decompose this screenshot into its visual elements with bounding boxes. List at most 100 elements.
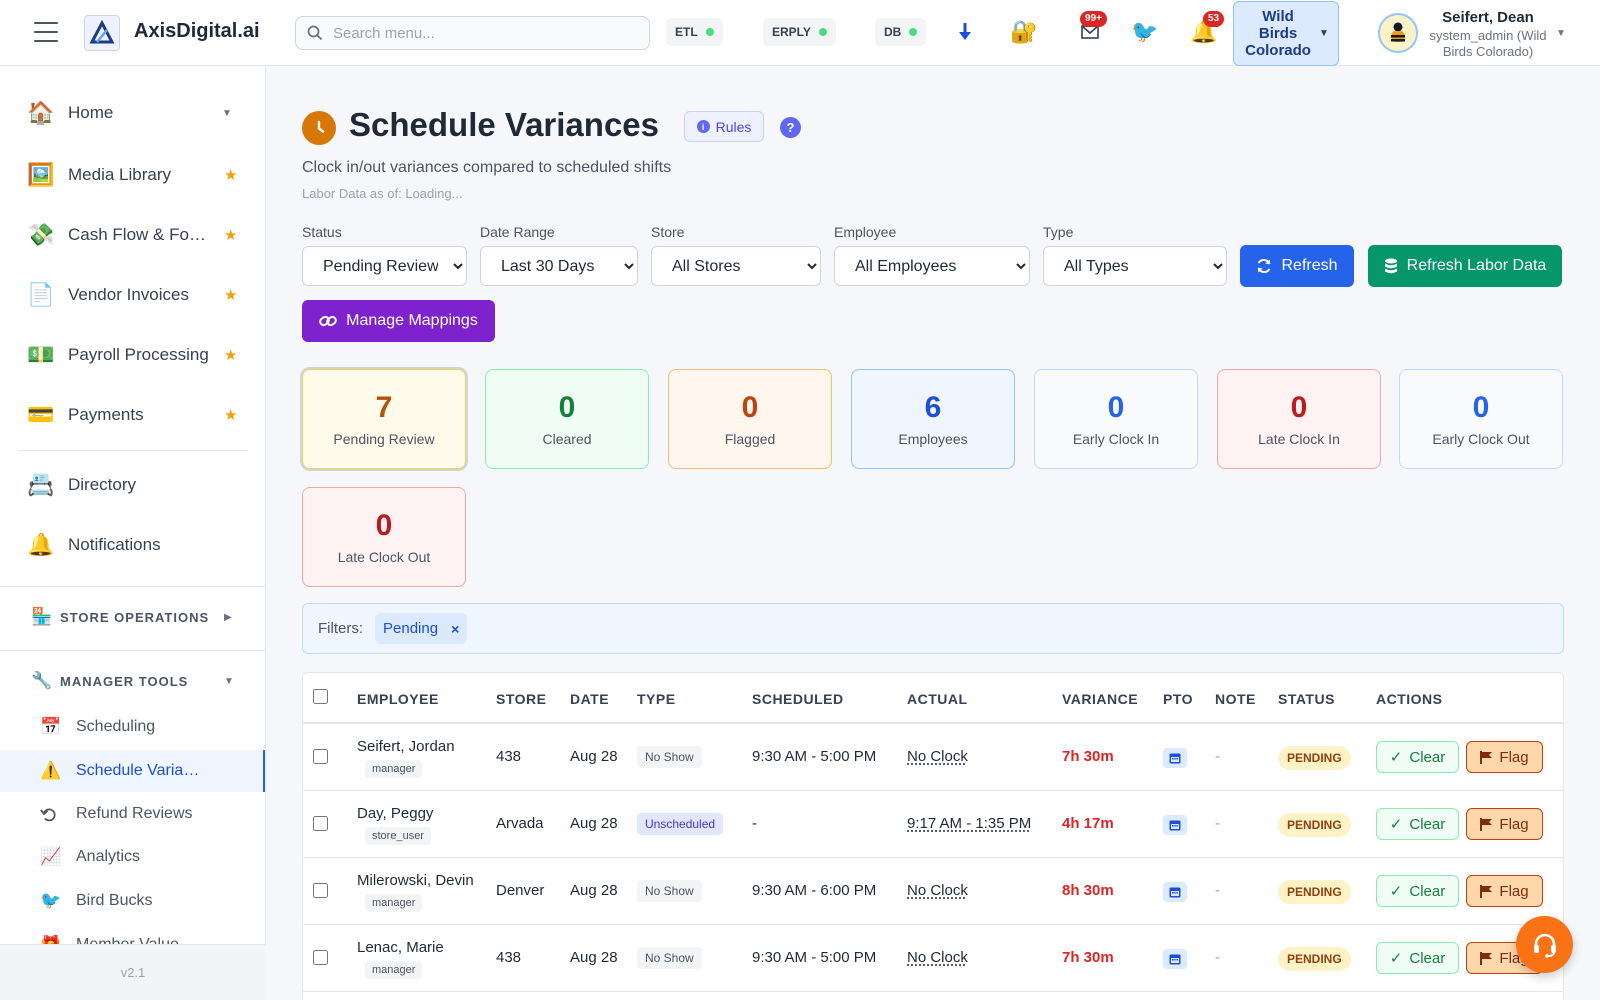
avatar[interactable] — [1378, 13, 1418, 53]
rules-button[interactable]: i Rules — [684, 111, 764, 142]
user-menu[interactable]: Seifert, Dean system_admin (Wild Birds C… — [1420, 9, 1556, 60]
type-select[interactable]: All Types — [1043, 246, 1227, 286]
sidebar-item-schedule-variances[interactable]: ⚠️ Schedule Variances — [0, 750, 265, 792]
scheduled-cell: 9:30 AM - 6:00 PM — [752, 882, 877, 899]
sidebar-item-cash-flow[interactable]: 💸 Cash Flow & Forecasting ★ — [0, 206, 265, 264]
manage-mappings-button[interactable]: Manage Mappings — [302, 300, 495, 342]
column-header-note[interactable]: NOTE — [1215, 691, 1256, 707]
row-checkbox[interactable] — [313, 883, 328, 898]
row-checkbox[interactable] — [313, 749, 328, 764]
flag-button[interactable]: Flag — [1466, 808, 1543, 840]
clear-button[interactable]: ✓ Clear — [1376, 875, 1459, 907]
column-header-type[interactable]: TYPE — [637, 691, 676, 707]
stat-flagged[interactable]: 0 Flagged — [668, 369, 832, 469]
column-header-variance[interactable]: VARIANCE — [1062, 691, 1139, 707]
pto-calendar-icon[interactable] — [1163, 815, 1187, 835]
mail-icon[interactable] — [1076, 18, 1104, 46]
column-header-date[interactable]: DATE — [570, 691, 610, 707]
star-icon[interactable]: ★ — [224, 347, 238, 364]
erply-status-pill[interactable]: ERPLY — [763, 18, 836, 46]
store-selector[interactable]: Wild Birds Colorado ▼ — [1233, 1, 1339, 66]
stat-pending-review[interactable]: 7 Pending Review — [302, 369, 466, 469]
clear-button[interactable]: ✓ Clear — [1376, 942, 1459, 974]
sidebar-item-payments[interactable]: 💳 Payments ★ — [0, 386, 265, 444]
employee-select[interactable]: All Employees — [834, 246, 1030, 286]
brand-name[interactable]: AxisDigital.ai — [134, 20, 260, 42]
stat-late-clock-in[interactable]: 0 Late Clock In — [1217, 369, 1381, 469]
clear-button[interactable]: ✓ Clear — [1376, 741, 1459, 773]
status-select[interactable]: Pending Review — [302, 246, 467, 286]
sidebar-item-vendor-invoices[interactable]: 📄 Vendor Invoices ★ — [0, 266, 265, 324]
remove-filter-icon[interactable]: × — [451, 620, 460, 637]
flag-label: Flag — [1499, 815, 1529, 833]
table-row[interactable]: Seifert, Jordan manager 438 Aug 28 No Sh… — [303, 724, 1563, 791]
db-status-pill[interactable]: DB — [875, 18, 927, 46]
flag-button[interactable]: Flag — [1466, 741, 1543, 773]
sidebar-item-media-library[interactable]: 🖼️ Media Library ★ — [0, 146, 265, 204]
refresh-labor-data-button[interactable]: Refresh Labor Data — [1368, 245, 1562, 287]
lock-key-icon[interactable]: 🔐 — [1010, 19, 1038, 44]
role-badge: manager — [365, 894, 423, 912]
sidebar-item-home[interactable]: 🏠 Home ▼ — [0, 84, 265, 142]
brand-logo[interactable] — [84, 15, 120, 51]
row-checkbox[interactable] — [313, 950, 328, 965]
star-icon[interactable]: ★ — [224, 227, 238, 244]
sidebar-item-bird-bucks[interactable]: 🐦 Bird Bucks — [0, 880, 265, 922]
type-badge: No Show — [637, 880, 702, 902]
sidebar-item-payroll[interactable]: 💵 Payroll Processing ★ — [0, 326, 265, 384]
sidebar-item-directory[interactable]: 📇 Directory — [0, 456, 265, 514]
select-all-checkbox[interactable] — [313, 689, 328, 704]
stat-cleared[interactable]: 0 Cleared — [485, 369, 649, 469]
section-manager-tools[interactable]: 🔧 MANAGER TOOLS ▼ — [0, 661, 265, 701]
actual-cell[interactable]: No Clock — [907, 748, 968, 765]
pto-calendar-icon[interactable] — [1163, 882, 1187, 902]
column-header-actual[interactable]: ACTUAL — [907, 691, 968, 707]
sidebar-item-analytics[interactable]: 📈 Analytics — [0, 836, 265, 878]
section-store-operations[interactable]: 🏪 STORE OPERATIONS ▶ — [0, 597, 265, 637]
column-header-scheduled[interactable]: SCHEDULED — [752, 691, 844, 707]
column-header-status[interactable]: STATUS — [1278, 691, 1335, 707]
support-headset-icon[interactable] — [1516, 916, 1573, 973]
star-icon[interactable]: ★ — [224, 287, 238, 304]
search-input[interactable] — [333, 24, 623, 42]
section-label: MANAGER TOOLS — [60, 673, 189, 689]
star-icon[interactable]: ★ — [224, 167, 238, 184]
etl-status-pill[interactable]: ETL — [666, 18, 723, 46]
pto-calendar-icon[interactable] — [1163, 949, 1187, 969]
table-row[interactable]: Milerowski, Devin manager Denver Aug 28 … — [303, 858, 1563, 925]
download-icon[interactable] — [951, 18, 979, 46]
flag-button[interactable]: Flag — [1466, 875, 1543, 907]
sidebar-item-notifications[interactable]: 🔔 Notifications — [0, 516, 265, 574]
hamburger-menu-icon[interactable] — [34, 22, 58, 42]
sidebar-item-label: Schedule Variances — [76, 762, 208, 779]
status-filter-label: Status — [302, 224, 342, 240]
search-box[interactable] — [295, 16, 650, 50]
clear-button[interactable]: ✓ Clear — [1376, 808, 1459, 840]
stat-employees[interactable]: 6 Employees — [851, 369, 1015, 469]
sidebar-item-scheduling[interactable]: 📅 Scheduling — [0, 706, 265, 748]
date-range-select[interactable]: Last 30 Days — [480, 246, 638, 286]
pto-calendar-icon[interactable] — [1163, 748, 1187, 768]
user-name: Seifert, Dean — [1442, 9, 1534, 26]
row-checkbox[interactable] — [313, 816, 328, 831]
column-header-employee[interactable]: EMPLOYEE — [357, 691, 439, 707]
table-row[interactable]: Day, Peggy store_user Arvada Aug 28 Unsc… — [303, 791, 1563, 858]
stat-early-clock-out[interactable]: 0 Early Clock Out — [1399, 369, 1563, 469]
column-header-pto[interactable]: PTO — [1163, 691, 1194, 707]
filter-chip-pending[interactable]: Pending × — [375, 613, 468, 644]
star-icon[interactable]: ★ — [224, 407, 238, 424]
stat-late-clock-out[interactable]: 0 Late Clock Out — [302, 487, 466, 587]
column-header-store[interactable]: STORE — [496, 691, 547, 707]
refresh-button[interactable]: Refresh — [1240, 245, 1354, 287]
bird-icon[interactable]: 🐦 — [1131, 19, 1159, 44]
sidebar-item-refund-reviews[interactable]: Refund Reviews — [0, 793, 265, 835]
stat-early-clock-in[interactable]: 0 Early Clock In — [1034, 369, 1198, 469]
store-select[interactable]: All Stores — [651, 246, 821, 286]
actual-cell[interactable]: No Clock — [907, 949, 968, 966]
help-button[interactable]: ? — [780, 117, 801, 138]
actual-cell[interactable]: 9:17 AM - 1:35 PM — [907, 815, 1032, 832]
actual-cell[interactable]: No Clock — [907, 882, 968, 899]
table-row[interactable]: Lenac, Marie manager 438 Aug 28 No Show … — [303, 925, 1563, 992]
sidebar-item-label: Scheduling — [76, 718, 156, 735]
caret-down-icon[interactable]: ▼ — [1556, 28, 1566, 39]
